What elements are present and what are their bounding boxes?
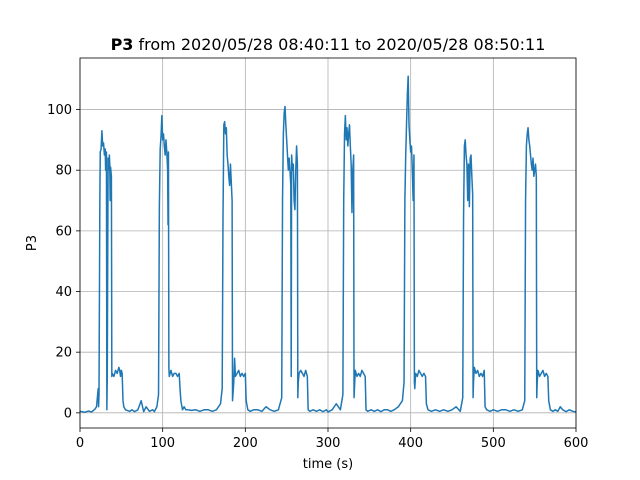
y-tick-label: 100 — [47, 103, 72, 118]
x-axis: 0 100 200 300 400 500 600 — [76, 428, 589, 451]
chart-title-bold: P3 — [111, 35, 134, 54]
x-tick-label: 0 — [76, 436, 84, 451]
series-line-p3 — [79, 75, 577, 413]
x-tick-label: 400 — [398, 436, 423, 451]
x-tick-label: 300 — [316, 436, 341, 451]
y-tick-label: 20 — [55, 346, 72, 361]
x-tick-label: 500 — [481, 436, 506, 451]
y-tick-label: 80 — [55, 164, 72, 179]
x-tick-label: 600 — [564, 436, 589, 451]
x-tick-label: 200 — [233, 436, 258, 451]
y-axis: 0 20 40 60 80 100 — [47, 103, 80, 421]
chart-title: P3 from 2020/05/28 08:40:11 to 2020/05/2… — [111, 35, 546, 54]
y-tick-label: 40 — [55, 285, 72, 300]
plot-area — [79, 75, 577, 413]
y-tick-label: 0 — [64, 406, 72, 421]
x-axis-label: time (s) — [303, 457, 353, 472]
x-tick-label: 100 — [150, 436, 175, 451]
chart-title-rest: from 2020/05/28 08:40:11 to 2020/05/28 0… — [133, 35, 545, 54]
y-axis-label: P3 — [25, 235, 40, 251]
y-tick-label: 60 — [55, 224, 72, 239]
grid — [79, 58, 577, 428]
